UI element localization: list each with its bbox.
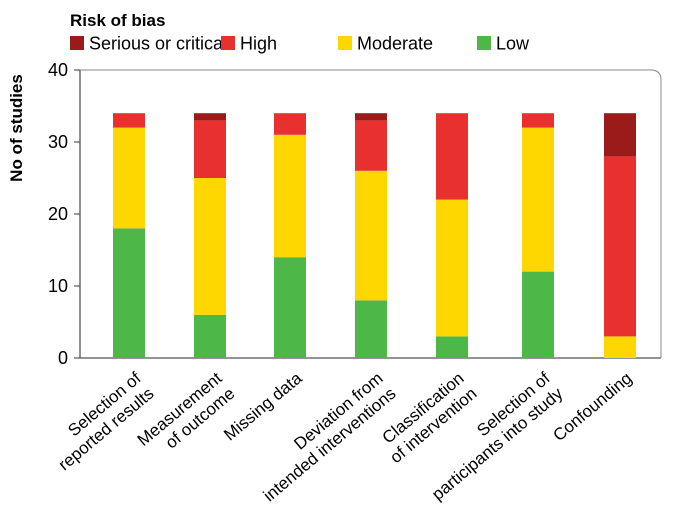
x-tick-label: Missing data — [220, 368, 306, 444]
y-tick-label: 30 — [48, 132, 68, 152]
bar-segment-low — [194, 314, 226, 358]
legend-title: Risk of bias — [70, 11, 165, 30]
bar-segment-serious-or-critical — [194, 113, 226, 121]
legend-label-high: High — [240, 34, 277, 54]
x-tick-label: Measurementof outcome — [134, 368, 239, 465]
y-tick-label: 20 — [48, 204, 68, 224]
legend-swatch-serious-or-critical — [70, 36, 84, 50]
bar-segment-high — [274, 113, 306, 135]
bar-segment-high — [113, 113, 145, 128]
bar-segment-moderate — [113, 127, 145, 229]
legend-label-serious-or-critical: Serious or critical — [89, 34, 227, 54]
bar-segment-low — [355, 300, 387, 358]
legend-swatch-moderate — [338, 36, 352, 50]
bar-segment-moderate — [604, 336, 636, 358]
bars — [113, 113, 636, 358]
bar-segment-moderate — [194, 178, 226, 315]
bar-segment-moderate — [436, 199, 468, 337]
legend-label-moderate: Moderate — [357, 34, 433, 54]
y-tick-label: 10 — [48, 276, 68, 296]
bar-segment-moderate — [274, 134, 306, 258]
x-tick-label: Classificationof intervention — [374, 369, 481, 468]
legend: Serious or critical High Moderate Low — [70, 34, 530, 54]
bar-segment-high — [604, 156, 636, 337]
legend-swatch-low — [477, 36, 491, 50]
bar-segment-serious-or-critical — [604, 113, 636, 157]
bar-segment-low — [436, 336, 468, 358]
y-axis-label: No of studies — [7, 74, 26, 182]
bar-segment-moderate — [522, 127, 554, 272]
x-tick-label: Selection ofreported results — [42, 368, 158, 474]
y-ticks: 0 10 20 30 40 — [48, 60, 80, 368]
x-tick-label-line: Confounding — [549, 369, 635, 446]
bar-segment-high — [355, 120, 387, 171]
bar-segment-moderate — [355, 170, 387, 301]
bar-segment-serious-or-critical — [355, 113, 387, 121]
y-tick-label: 40 — [48, 60, 68, 80]
bar-segment-high — [436, 113, 468, 200]
legend-label-low: Low — [496, 34, 530, 54]
bar-segment-high — [194, 120, 226, 178]
x-tick-label-line: Missing data — [220, 368, 306, 444]
bar-segment-low — [113, 228, 145, 358]
x-tick-labels: Selection ofreported resultsMeasuremento… — [42, 368, 636, 505]
plot-frame — [80, 69, 662, 358]
bar-segment-low — [274, 257, 306, 358]
y-tick-label: 0 — [58, 348, 68, 368]
x-tick-label: Confounding — [549, 369, 635, 446]
bar-segment-low — [522, 271, 554, 358]
legend-swatch-high — [221, 36, 235, 50]
bar-segment-high — [522, 113, 554, 128]
